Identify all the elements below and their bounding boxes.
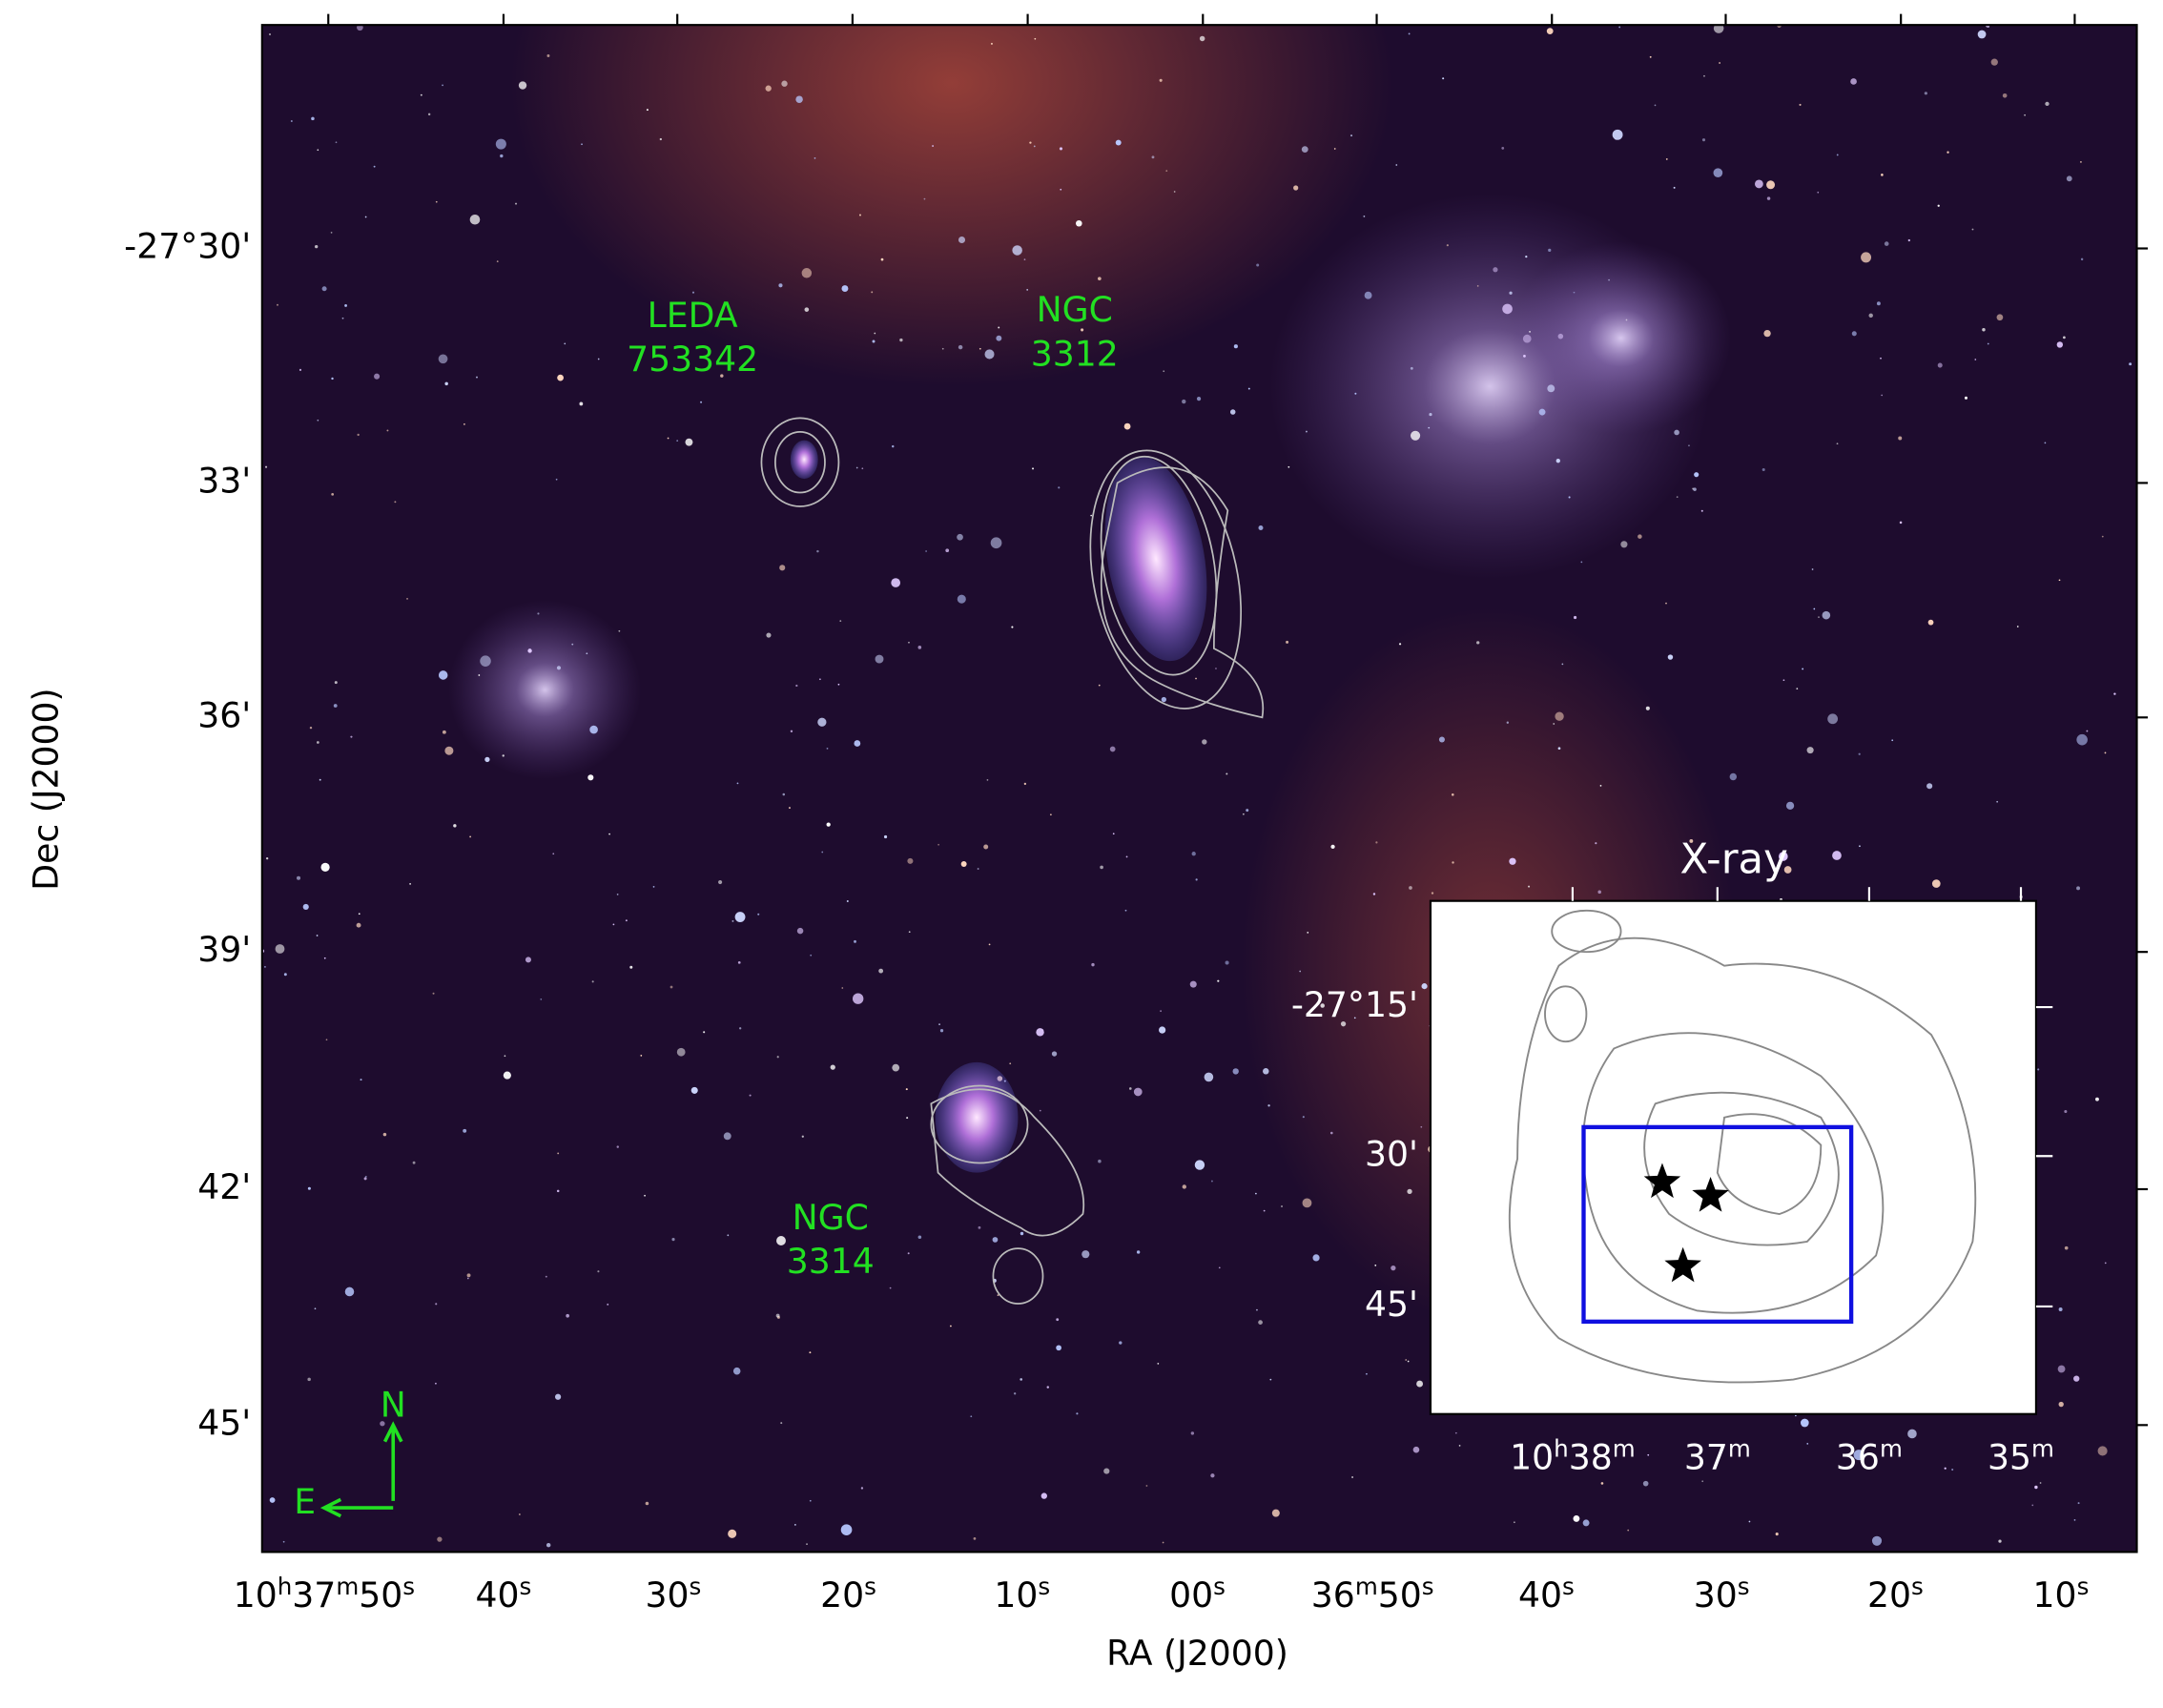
tick-label: 40s <box>1518 1573 1575 1615</box>
tick-label: -27°15' <box>1291 984 1418 1025</box>
tick-label: 10h38m <box>1510 1434 1636 1477</box>
tick-label: 00s <box>1169 1573 1226 1615</box>
tick-label: 45' <box>197 1402 251 1443</box>
tick-label: 30' <box>1365 1133 1418 1174</box>
tick-label: 20s <box>820 1573 876 1615</box>
tick-label: 36' <box>197 694 251 735</box>
source-marker <box>1664 1246 1701 1283</box>
plot-frame <box>260 24 2138 1554</box>
tick-label: 10s <box>994 1573 1050 1615</box>
tick-label: 33' <box>197 460 251 501</box>
tick-label: 36m50s <box>1311 1573 1434 1615</box>
annotation: 753342 <box>627 339 758 380</box>
annotation: NGC <box>1037 289 1113 330</box>
annotation: 3312 <box>1031 333 1119 374</box>
annotation: NGC <box>793 1197 869 1238</box>
tick-label: 35m <box>1988 1434 2054 1477</box>
tick-label: 10h37m50s <box>234 1573 415 1615</box>
compass-north: N <box>381 1385 406 1426</box>
tick-label: 39' <box>197 929 251 970</box>
tick-label: 10s <box>2033 1573 2090 1615</box>
annotation: LEDA <box>648 295 738 336</box>
inset: X-ray 10h38m 37m 36m 35m -27°15' 30' 45' <box>1291 836 2054 1478</box>
tick-label: 30s <box>1694 1573 1750 1615</box>
compass-east: E <box>294 1481 316 1522</box>
tick-label: 45' <box>1365 1284 1418 1325</box>
inset-title: X-ray <box>1680 836 1788 884</box>
tick-label: 30s <box>645 1573 701 1615</box>
source-marker <box>1692 1176 1729 1212</box>
tick-label: 20s <box>1867 1573 1924 1615</box>
source-marker <box>1643 1163 1681 1199</box>
tick-label: 42' <box>197 1166 251 1207</box>
tick-label: 40s <box>476 1573 532 1615</box>
sky-image <box>261 25 2137 1553</box>
x-axis-label: RA (J2000) <box>1106 1633 1288 1674</box>
tick-label: -27°30' <box>124 226 251 267</box>
tick-label: 37m <box>1684 1434 1751 1477</box>
y-axis-label: Dec (J2000) <box>26 688 67 890</box>
compass: N E <box>294 1385 406 1522</box>
tick-label: 36m <box>1836 1434 1903 1477</box>
annotation: 3314 <box>787 1241 875 1282</box>
annotations: LEDA 753342 NGC 3312 NGC 3314 <box>627 289 1119 1282</box>
